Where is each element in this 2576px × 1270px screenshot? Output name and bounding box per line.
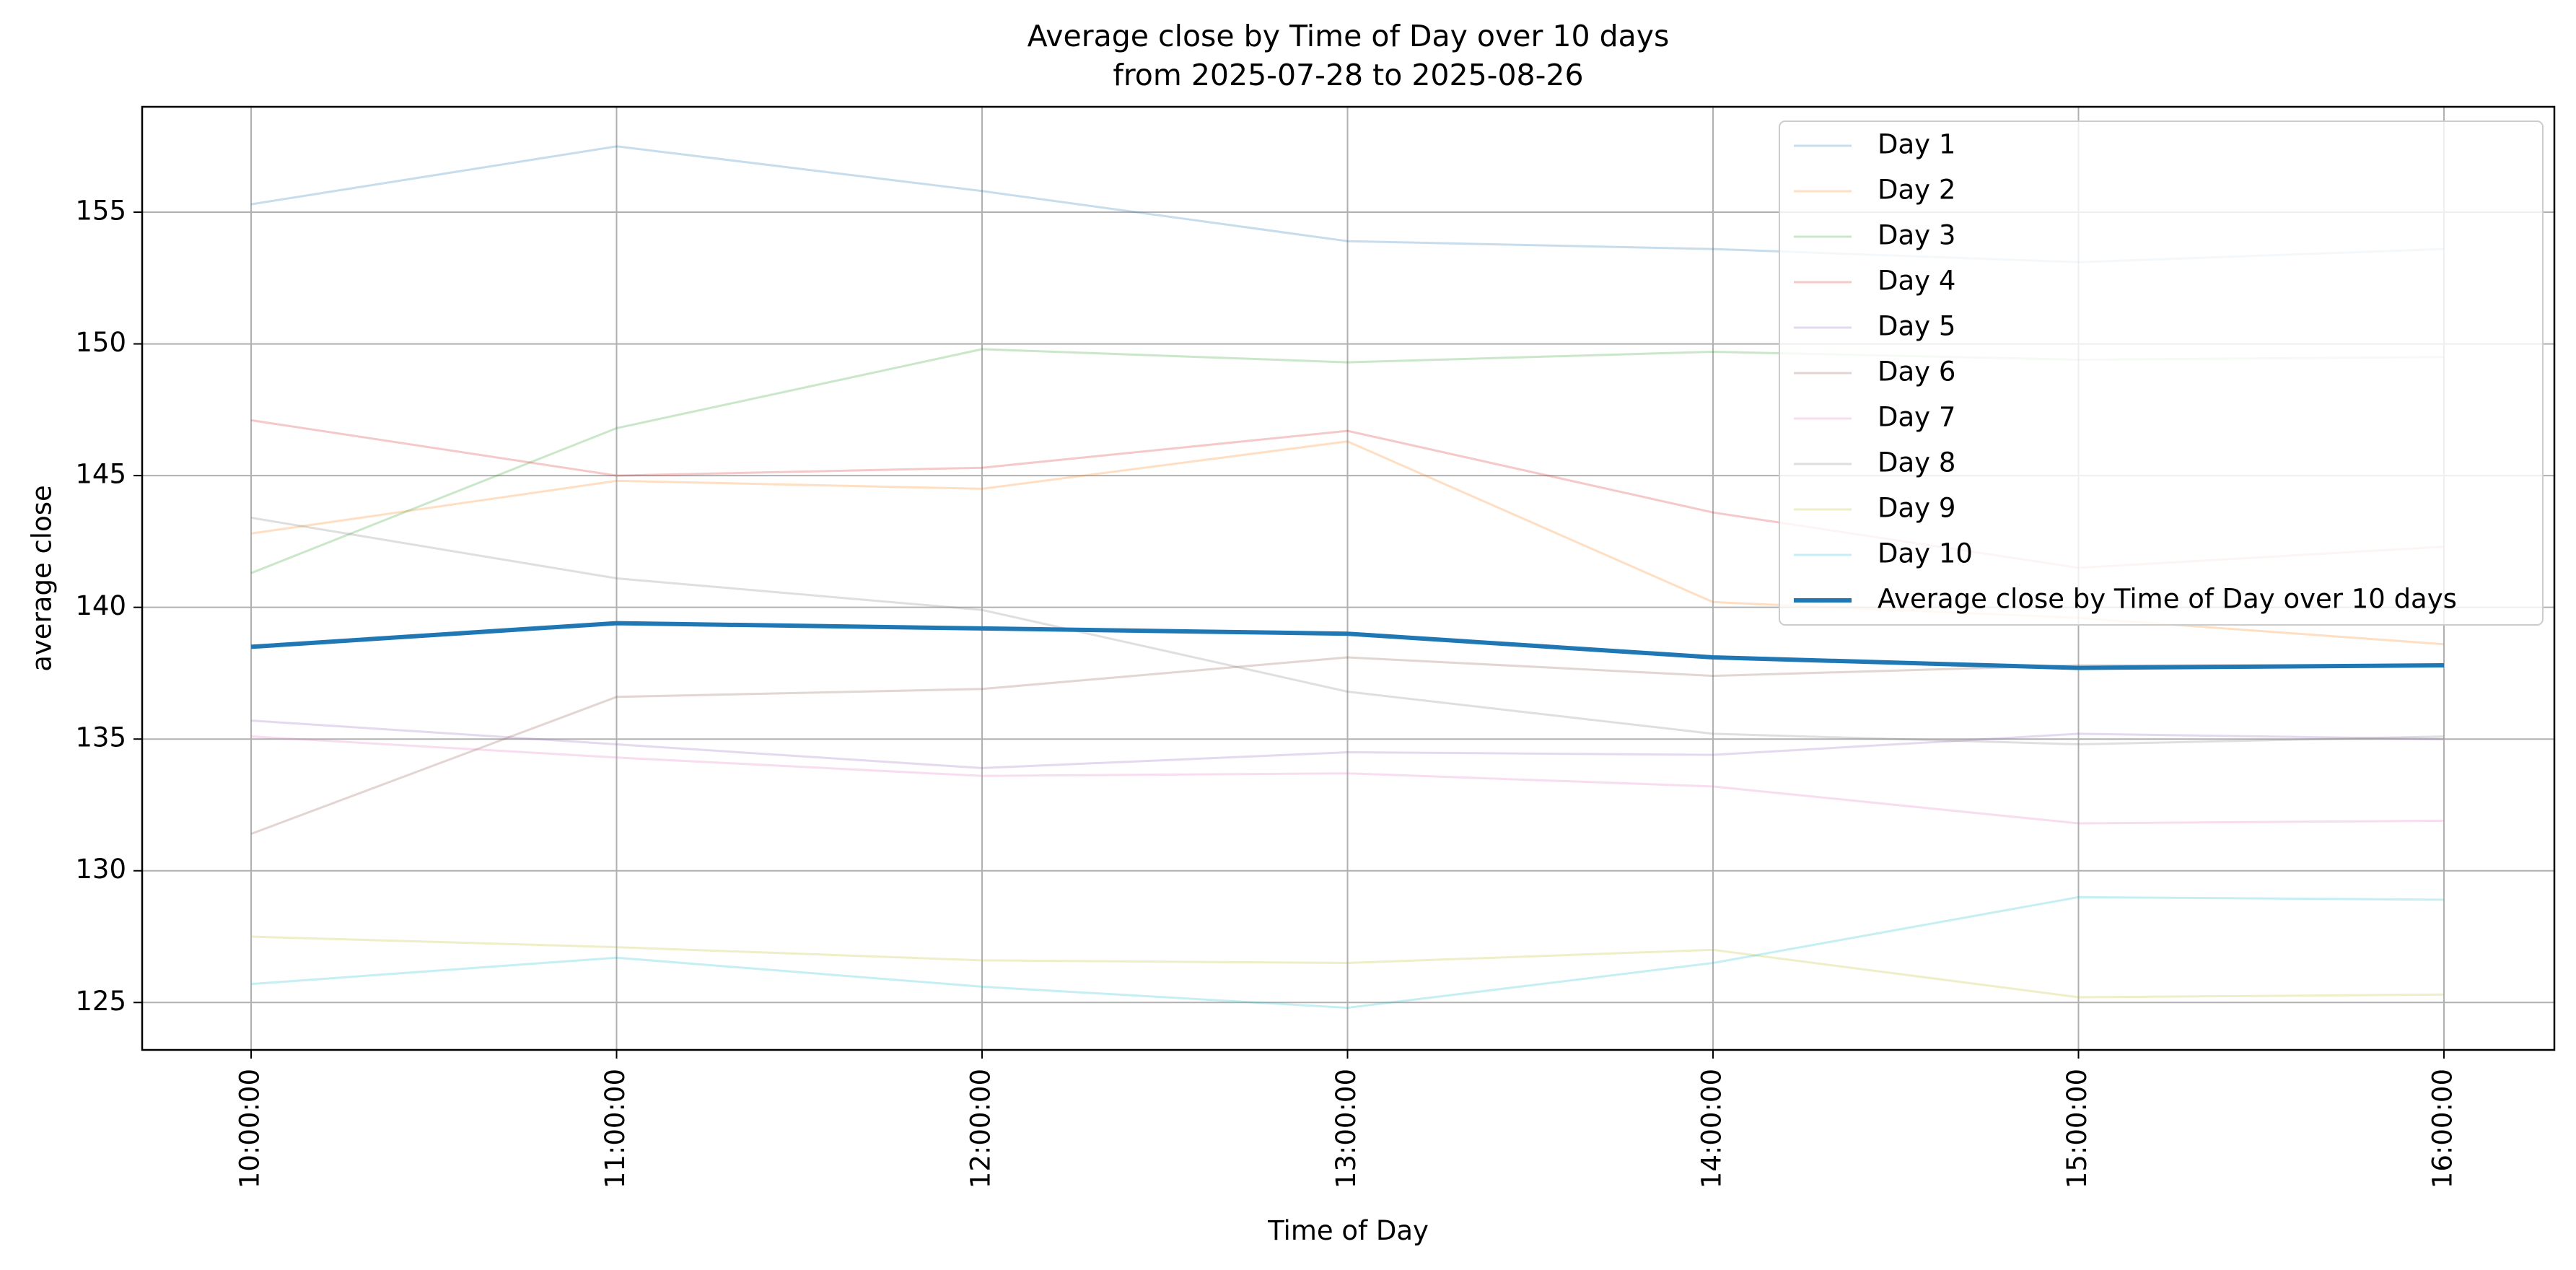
series-line-day-7 — [250, 735, 2445, 825]
chart-title: Average close by Time of Day over 10 day… — [1028, 19, 1670, 53]
average-series-line — [250, 621, 2445, 670]
legend-label: Day 10 — [1878, 538, 1973, 569]
chart-subtitle: from 2025-07-28 to 2025-08-26 — [1113, 58, 1583, 92]
x-tick-label: 10:00:00 — [235, 1069, 266, 1188]
series-line-day-8 — [250, 517, 2445, 745]
x-tick-label: 11:00:00 — [600, 1069, 631, 1188]
x-tick-label: 14:00:00 — [1696, 1069, 1727, 1188]
legend-label: Day 2 — [1878, 175, 1955, 206]
y-tick-label: 135 — [75, 722, 126, 753]
y-tick-label: 145 — [75, 459, 126, 490]
legend-label: Day 7 — [1878, 402, 1955, 433]
legend-label: Day 4 — [1878, 266, 1955, 297]
legend-label: Day 9 — [1878, 493, 1955, 524]
x-tick-label: 13:00:00 — [1331, 1069, 1362, 1188]
legend-label: Day 5 — [1878, 311, 1955, 342]
x-tick-label: 15:00:00 — [2062, 1069, 2093, 1188]
legend: Day 1 Day 2 Day 3 Day 4 Day 5 Day 6 Day 7 Day 8… — [1779, 121, 2544, 626]
series-line-day-9 — [250, 935, 2445, 999]
y-tick-label: 150 — [75, 327, 126, 358]
x-axis-label: Time of Day — [1267, 1215, 1429, 1246]
series-line-day-5 — [250, 719, 2445, 769]
y-tick-label: 155 — [75, 196, 126, 227]
y-tick-label: 140 — [75, 590, 126, 621]
legend-label: Day 6 — [1878, 356, 1955, 387]
legend-box — [1779, 121, 2544, 626]
y-tick-label: 125 — [75, 986, 126, 1017]
y-axis-label: average close — [27, 485, 58, 672]
x-tick-label: 12:00:00 — [965, 1069, 996, 1188]
y-tick-label: 130 — [75, 854, 126, 885]
series-line-day-6 — [250, 656, 2444, 836]
legend-label: Day 8 — [1878, 447, 1955, 478]
legend-label: Average close by Time of Day over 10 day… — [1878, 584, 2457, 615]
legend-label: Day 3 — [1878, 220, 1955, 251]
legend-label: Day 1 — [1878, 129, 1955, 160]
x-tick-label: 16:00:00 — [2427, 1069, 2458, 1188]
series-line-day-10 — [250, 895, 2445, 1010]
